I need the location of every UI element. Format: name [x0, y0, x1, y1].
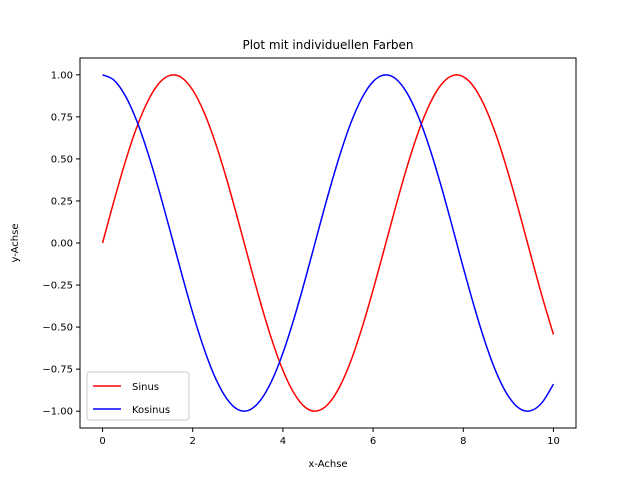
y-tick-label: −0.75 [42, 365, 73, 376]
y-tick-label: −0.50 [42, 323, 73, 334]
y-axis: 1.00 0.75 0.50 0.25 0.00 −0.25 −0.50 −0.75 −1.00 [42, 70, 80, 418]
series-layer [101, 74, 555, 412]
y-tick-label: 0.75 [51, 112, 73, 123]
plot-area [79, 57, 577, 429]
y-tick-label: 0.50 [51, 154, 73, 165]
x-tick-label: 6 [370, 436, 376, 447]
legend-box [86, 371, 190, 421]
series-line-kosinus [102, 74, 555, 412]
x-tick-label: 8 [460, 436, 466, 447]
legend-label-sinus: Sinus [132, 382, 159, 393]
y-tick-label: 1.00 [51, 70, 73, 81]
y-tick-label: 0.00 [51, 239, 73, 250]
x-tick-label: 4 [280, 436, 286, 447]
y-tick-label: −0.25 [42, 281, 73, 292]
y-tick-label: 0.25 [51, 196, 73, 207]
y-tick-label: −1.00 [42, 407, 73, 418]
x-axis: 0 2 4 6 8 10 [99, 428, 560, 447]
y-axis-label: y-Achse [10, 224, 21, 263]
series-line-sinus [101, 74, 555, 412]
legend: Sinus Kosinus [86, 371, 190, 421]
x-tick-label: 0 [99, 436, 105, 447]
x-tick-label: 10 [547, 436, 560, 447]
chart-title: Plot mit individuellen Farben [242, 38, 413, 52]
x-tick-label: 2 [190, 436, 196, 447]
legend-label-kosinus: Kosinus [132, 405, 170, 416]
x-axis-label: x-Achse [308, 459, 347, 470]
